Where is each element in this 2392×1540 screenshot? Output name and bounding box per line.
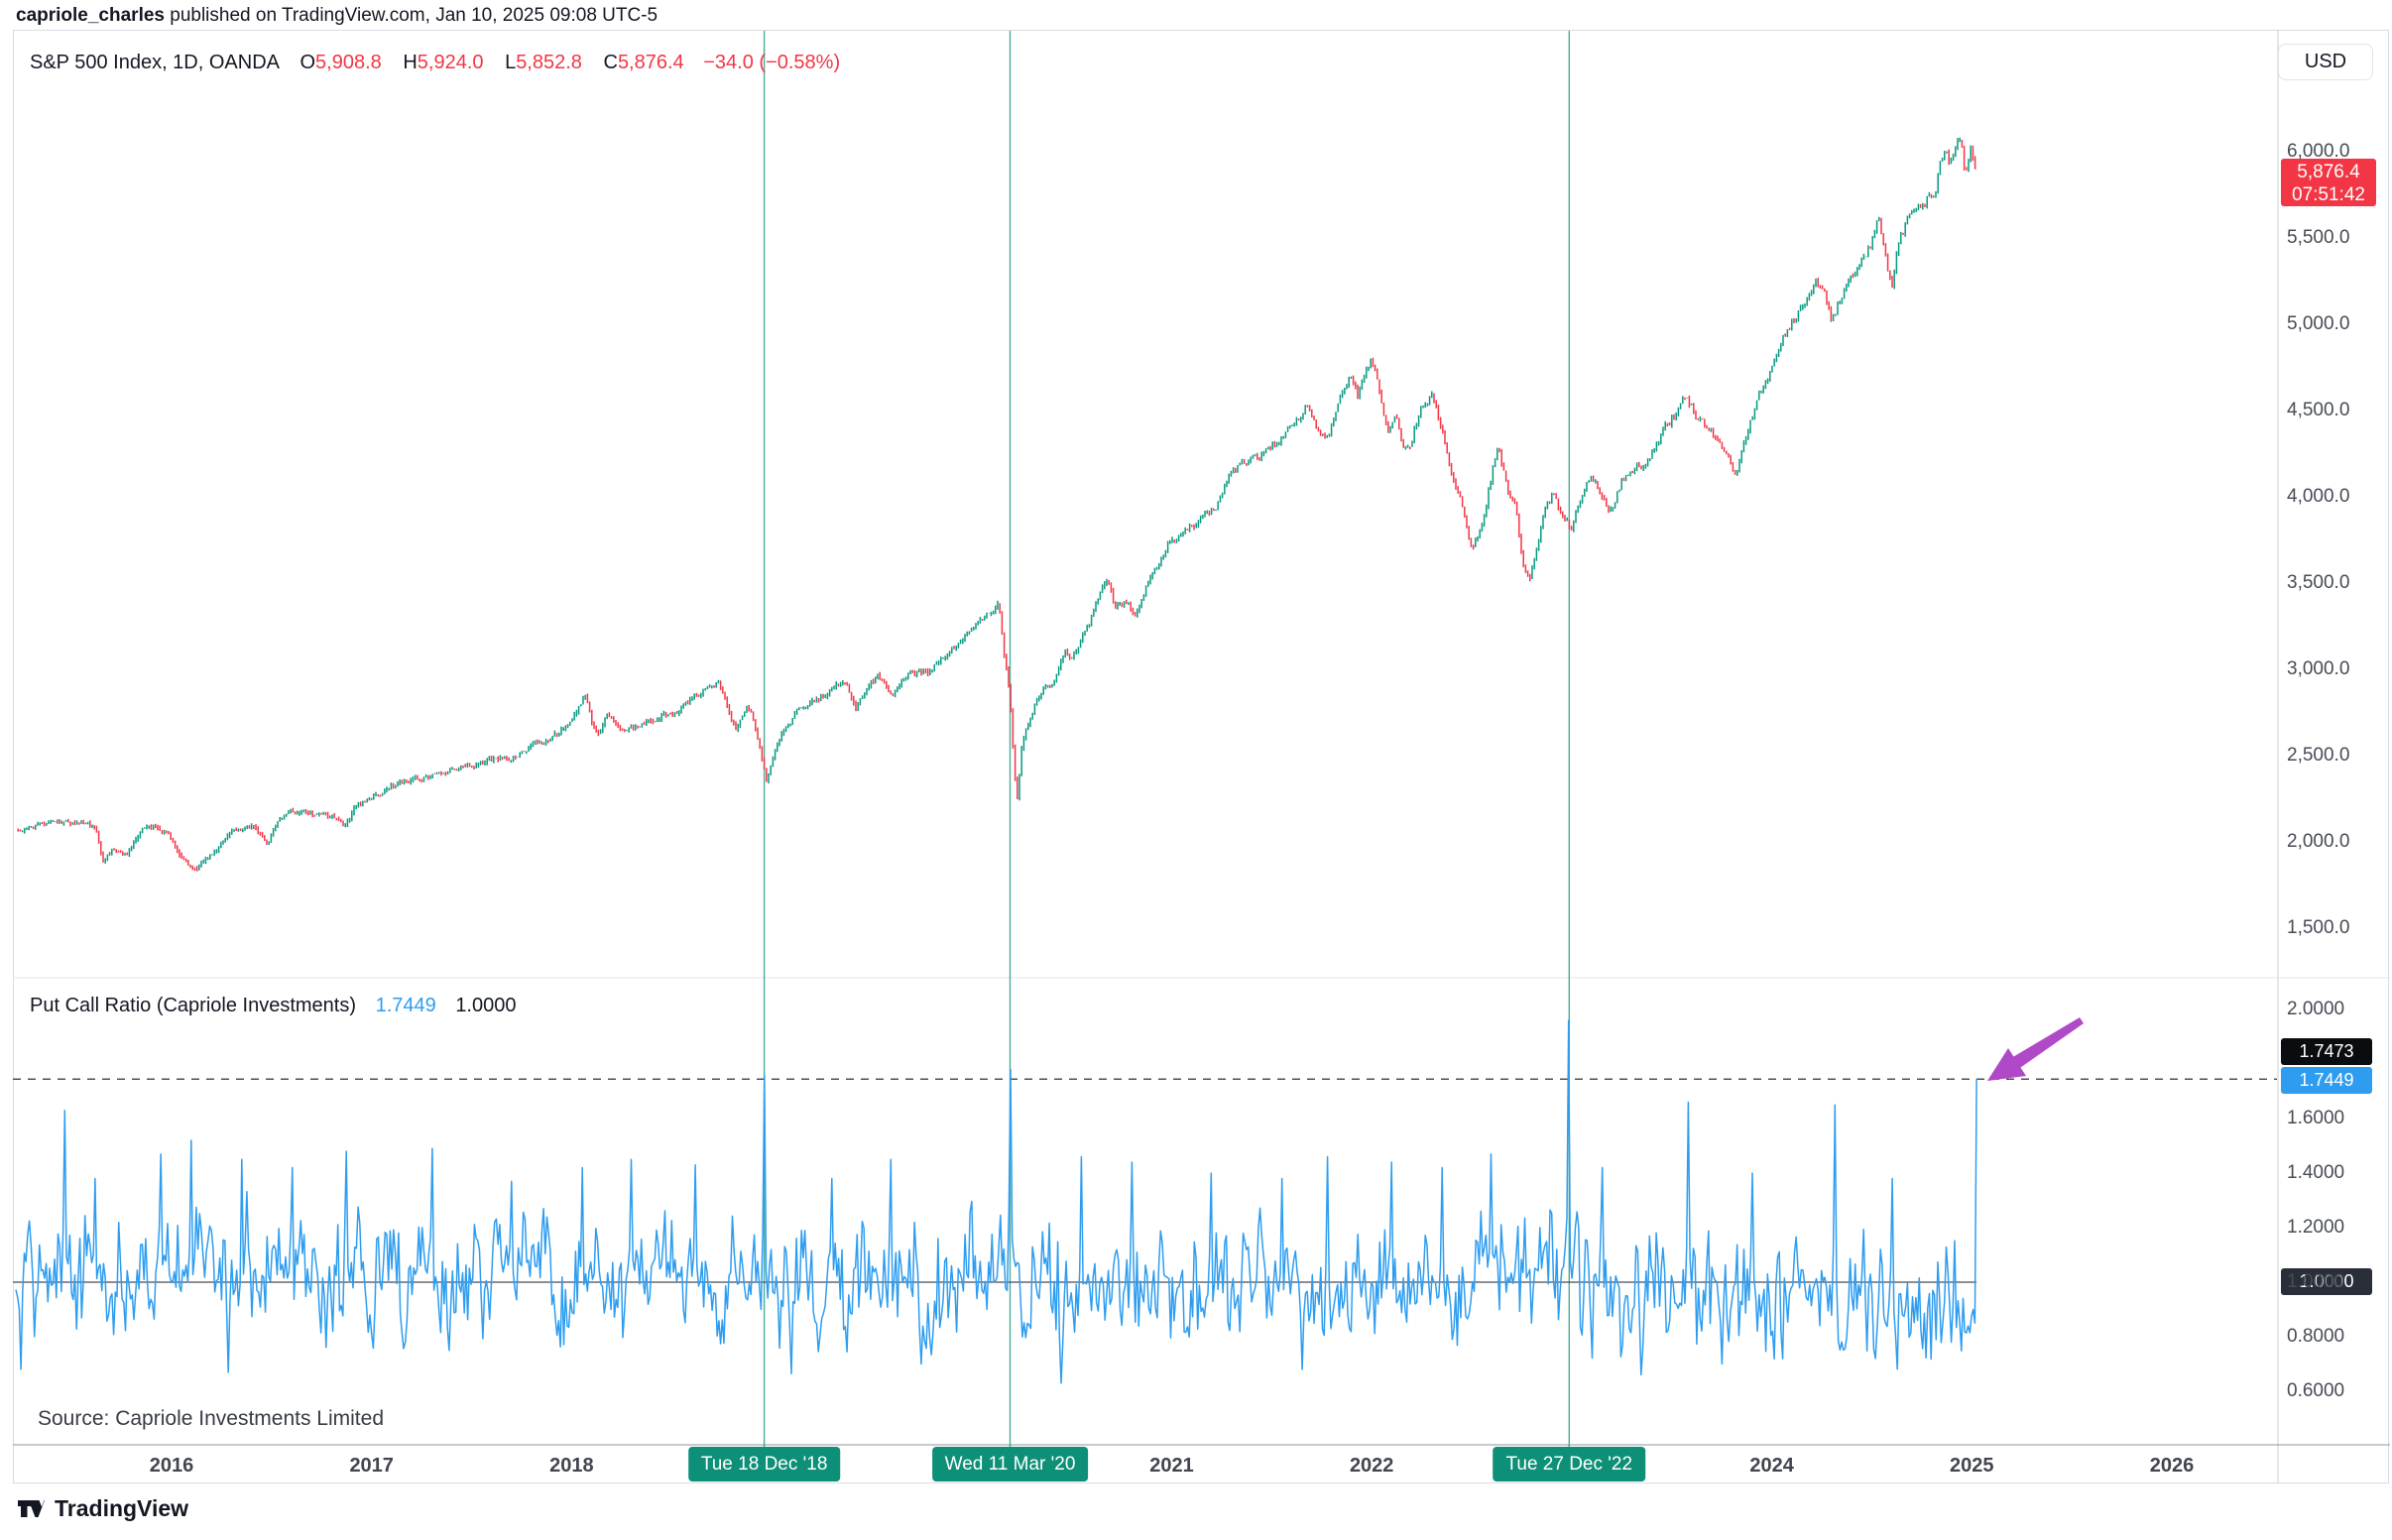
year-label-2017[interactable]: 2017 <box>349 1455 394 1477</box>
pcr-baseline-badge: 1.0000 <box>2281 1268 2372 1295</box>
year-label-2016[interactable]: 2016 <box>149 1455 194 1477</box>
indicator-value: 1.7449 <box>375 995 436 1016</box>
indicator-legend[interactable]: Put Call Ratio (Capriole Investments) 1.… <box>30 995 516 1017</box>
event-date-badge-1: Wed 11 Mar '20 <box>931 1447 1089 1481</box>
year-label-2025[interactable]: 2025 <box>1950 1455 1994 1477</box>
indicator-title[interactable]: Put Call Ratio (Capriole Investments) <box>30 995 357 1016</box>
source-note: Source: Capriole Investments Limited <box>38 1407 384 1430</box>
close-value: 5,876.4 <box>617 52 684 73</box>
price-tick-3000[interactable]: 3,000.0 <box>2287 658 2350 679</box>
event-date-badge-0: Tue 18 Dec '18 <box>687 1447 841 1481</box>
year-label-2018[interactable]: 2018 <box>549 1455 594 1477</box>
price-tick-3500[interactable]: 3,500.0 <box>2287 572 2350 593</box>
high-label: H <box>403 52 418 73</box>
publish-header: capriole_charles published on TradingVie… <box>16 5 658 27</box>
pcr-tick-1.6[interactable]: 1.6000 <box>2287 1108 2345 1128</box>
pcr-tick-0.6[interactable]: 0.6000 <box>2287 1380 2345 1401</box>
price-tick-2000[interactable]: 2,000.0 <box>2287 831 2350 852</box>
chart-container[interactable] <box>13 30 2389 1483</box>
price-tick-4000[interactable]: 4,000.0 <box>2287 486 2350 507</box>
price-tick-2500[interactable]: 2,500.0 <box>2287 745 2350 766</box>
year-label-2022[interactable]: 2022 <box>1349 1455 1394 1477</box>
price-tick-1500[interactable]: 1,500.0 <box>2287 917 2350 938</box>
year-label-2024[interactable]: 2024 <box>1749 1455 1794 1477</box>
publisher-username: capriole_charles <box>16 5 165 26</box>
main-series-legend[interactable]: S&P 500 Index, 1D, OANDA O5,908.8 H5,924… <box>30 52 840 74</box>
price-tick-5500[interactable]: 5,500.0 <box>2287 227 2350 248</box>
indicator-base-value: 1.0000 <box>455 995 517 1016</box>
pcr-tick-0.8[interactable]: 0.8000 <box>2287 1326 2345 1347</box>
change-value: −34.0 (−0.58%) <box>703 52 841 73</box>
price-tick-6000[interactable]: 6,000.0 <box>2287 141 2350 162</box>
last-price-badge: 5,876.4 07:51:42 <box>2281 159 2376 206</box>
pcr-tick-1.2[interactable]: 1.2000 <box>2287 1217 2345 1238</box>
tradingview-attribution[interactable]: TradingView <box>16 1493 188 1523</box>
low-value: 5,852.8 <box>516 52 582 73</box>
year-label-2026[interactable]: 2026 <box>2149 1455 2195 1477</box>
open-value: 5,908.8 <box>315 52 382 73</box>
open-label: O <box>299 52 316 73</box>
pcr-tick-1.4[interactable]: 1.4000 <box>2287 1162 2345 1183</box>
pcr-tick-1[interactable]: 1.0000 <box>2287 1271 2345 1292</box>
price-tick-5000[interactable]: 5,000.0 <box>2287 313 2350 334</box>
year-label-2021[interactable]: 2021 <box>1149 1455 1194 1477</box>
pcr-current-badge: 1.7449 <box>2281 1067 2372 1094</box>
symbol-title[interactable]: S&P 500 Index, 1D, OANDA <box>30 52 279 73</box>
publish-info: published on TradingView.com, Jan 10, 20… <box>164 5 658 26</box>
pcr-level-badge: 1.7473 <box>2281 1038 2372 1065</box>
high-value: 5,924.0 <box>417 52 484 73</box>
close-label: C <box>603 52 618 73</box>
low-label: L <box>505 52 517 73</box>
price-tick-4500[interactable]: 4,500.0 <box>2287 400 2350 420</box>
last-price-value: 5,876.4 <box>2297 162 2360 182</box>
bar-countdown: 07:51:42 <box>2292 184 2365 205</box>
tradingview-logo-text: TradingView <box>55 1494 189 1521</box>
tradingview-logo-icon <box>18 1500 45 1517</box>
currency-button[interactable]: USD <box>2278 44 2373 80</box>
pcr-tick-2[interactable]: 2.0000 <box>2287 999 2345 1019</box>
event-date-badge-2: Tue 27 Dec '22 <box>1493 1447 1646 1481</box>
